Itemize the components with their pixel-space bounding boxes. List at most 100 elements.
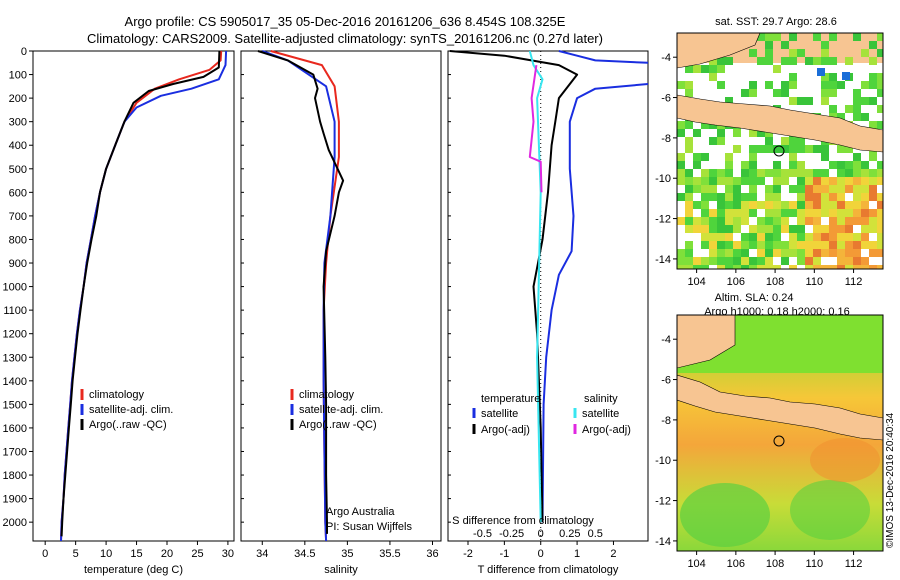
sst-map-cell [781, 201, 789, 209]
sst-map-cell [741, 241, 749, 249]
depth-tick-label: 1200 [3, 329, 27, 341]
sst-map-cell [789, 97, 797, 105]
difference-top-tick-label: 0 [538, 528, 544, 540]
sst-map-cell [725, 193, 733, 201]
depth-tick-label: 400 [9, 140, 27, 152]
sst-map-cell [757, 57, 765, 65]
sst-map-cell [765, 57, 773, 65]
sst-map-cell [853, 201, 861, 209]
attribution-pi: PI: Susan Wijffels [326, 521, 412, 533]
sst-map-cell [789, 161, 797, 169]
sst-map-cell [853, 193, 861, 201]
sst-map-cell [869, 153, 877, 161]
sst-map-cell [797, 185, 805, 193]
sst-map-cell [693, 65, 701, 73]
sst-map-cell [837, 193, 845, 201]
temperature-xtick-label: 15 [130, 548, 142, 560]
sst-map-cell [709, 185, 717, 193]
sst-map-cell [757, 145, 765, 153]
map-xtick-label: 110 [806, 276, 824, 288]
sst-map-cell [789, 241, 797, 249]
legend-label: satellite-adj. clim. [89, 404, 173, 416]
sst-map-cell [861, 241, 869, 249]
sst-map-cell [685, 145, 693, 153]
map-ytick-label: -4 [661, 334, 671, 346]
sst-map-cell [773, 201, 781, 209]
depth-tick-label: 300 [9, 117, 27, 129]
credit-text: ©IMOS 13-Dec-2016 20:40:34 [885, 412, 896, 548]
depth-tick-label: 1900 [3, 494, 27, 506]
sst-map-cell [861, 233, 869, 241]
sst-map-cell [741, 161, 749, 169]
sst-map-cell [797, 225, 805, 233]
sst-map-cell [845, 177, 853, 185]
sst-map-cell [685, 81, 693, 89]
sst-map-cell [749, 209, 757, 217]
sst-map-cell [733, 177, 741, 185]
sst-map-cell [717, 257, 725, 265]
sst-map-cell [805, 257, 813, 265]
sst-map-cell [813, 249, 821, 257]
depth-tick-label: 1600 [3, 423, 27, 435]
sst-map-cell [741, 169, 749, 177]
sst-map-cell [789, 209, 797, 217]
sst-map-cell [869, 265, 877, 269]
sst-map-cell [725, 169, 733, 177]
sst-map-cell [797, 145, 805, 153]
sst-map-cell [813, 169, 821, 177]
sst-map-cell [685, 89, 693, 97]
sst-map-cell [717, 209, 725, 217]
sst-map-cell [725, 257, 733, 265]
sst-map-cell [701, 169, 709, 177]
sst-map-cell [869, 217, 877, 225]
sst-map-cell [741, 177, 749, 185]
sst-map-cell [813, 145, 821, 153]
map-xtick-label: 104 [687, 276, 705, 288]
sst-map-cell [845, 225, 853, 233]
map-ytick-label: -4 [661, 52, 671, 64]
difference-panel: -2 -1 0 1 2 T difference from climatology -0.5… [447, 50, 649, 576]
depth-tick-label: 600 [9, 187, 27, 199]
sst-map-cell [741, 209, 749, 217]
series-argo-raw-qc- [257, 50, 345, 534]
sst-map-cell [749, 201, 757, 209]
sst-map-cell [789, 73, 797, 81]
sst-map-cell [693, 129, 701, 137]
sst-map-cell [789, 249, 797, 257]
sst-map-cell [797, 249, 805, 257]
sst-map-cell [845, 209, 853, 217]
legend-label: climatology [299, 389, 355, 401]
sst-map-cell [757, 201, 765, 209]
difference-top-tick-label: 0.25 [559, 528, 580, 540]
sst-map-cell [781, 81, 789, 89]
sst-map-cell [797, 201, 805, 209]
sst-map-cell [693, 177, 701, 185]
depth-tick-label: 1100 [3, 305, 27, 317]
sst-map-cell [853, 113, 861, 121]
sst-map-cell [741, 89, 749, 97]
depth-tick-label: 1500 [3, 399, 27, 411]
series-salinity-argo-adj- [528, 64, 543, 193]
sst-map-cell [789, 265, 797, 269]
sst-map-cell [709, 137, 717, 145]
sst-map-cell [765, 185, 773, 193]
sst-map-cell [845, 145, 853, 153]
sst-map-cell [821, 265, 829, 269]
sst-map-cell [813, 225, 821, 233]
sst-map-cell [749, 185, 757, 193]
sst-map-cell [701, 185, 709, 193]
sst-map-cell [821, 233, 829, 241]
sst-map-cell [733, 241, 741, 249]
sst-map-cell [813, 193, 821, 201]
sst-map-cell [837, 257, 845, 265]
sst-map-cell [829, 249, 837, 257]
sst-map-cell [829, 81, 837, 89]
sla-map-title: Altim. SLA: 0.24 [715, 292, 794, 304]
sst-map-cell [749, 153, 757, 161]
sst-map-cell [685, 217, 693, 225]
map-xtick-label: 112 [845, 276, 863, 288]
difference-top-tick-label: -0.25 [499, 528, 524, 540]
map-xtick-label: 106 [727, 276, 745, 288]
salinity-xtick-label: 36 [426, 548, 438, 560]
sst-map-cell [685, 65, 693, 73]
